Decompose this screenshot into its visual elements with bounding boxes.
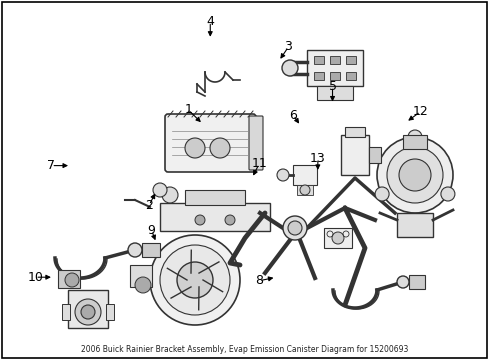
Circle shape [128,243,142,257]
Text: 6: 6 [289,109,297,122]
Bar [324,228,351,248]
Bar [346,56,355,64]
Bar [62,304,70,320]
Bar [346,72,355,80]
Circle shape [81,305,95,319]
Circle shape [396,276,408,288]
Circle shape [75,299,101,325]
Circle shape [65,273,79,287]
Text: 13: 13 [309,152,325,165]
FancyBboxPatch shape [248,116,263,170]
Text: 8: 8 [255,274,263,287]
Bar [58,270,80,288]
Circle shape [407,130,421,144]
Bar [184,190,244,205]
Text: 2006 Buick Rainier Bracket Assembly, Evap Emission Canister Diagram for 15200693: 2006 Buick Rainier Bracket Assembly, Eva… [81,346,407,355]
Text: 7: 7 [47,159,55,172]
FancyBboxPatch shape [164,114,256,172]
Circle shape [195,215,204,225]
Bar [402,135,426,149]
Circle shape [283,216,306,240]
Text: 9: 9 [147,224,155,237]
Bar [106,304,114,320]
Circle shape [209,138,229,158]
Circle shape [386,147,442,203]
Circle shape [374,187,388,201]
Circle shape [184,138,204,158]
Text: 4: 4 [206,15,214,28]
Bar [329,56,339,64]
Bar [316,86,352,100]
Circle shape [287,221,302,235]
Text: 2: 2 [145,199,153,212]
Circle shape [150,235,240,325]
Circle shape [160,245,229,315]
Bar [130,265,152,287]
Text: 5: 5 [328,80,336,93]
Bar [345,127,364,137]
Bar [368,147,380,163]
Circle shape [398,159,430,191]
Text: 3: 3 [284,40,292,53]
Circle shape [177,262,213,298]
Circle shape [440,187,454,201]
Bar [142,243,160,257]
Circle shape [224,215,235,225]
Bar [329,72,339,80]
Circle shape [276,169,288,181]
Bar [68,290,108,328]
Bar [396,213,432,237]
Bar [306,50,362,86]
Circle shape [153,183,167,197]
Bar [408,275,424,289]
Circle shape [376,137,452,213]
Text: 10: 10 [27,271,43,284]
Circle shape [135,277,151,293]
Bar [160,203,269,231]
Text: 1: 1 [184,103,192,116]
Bar [340,135,368,175]
Text: 12: 12 [412,105,427,118]
Circle shape [299,185,309,195]
Bar [313,56,324,64]
Bar [313,72,324,80]
Circle shape [282,60,297,76]
Circle shape [331,232,343,244]
Text: 11: 11 [251,157,266,170]
Bar [292,165,316,185]
Bar [296,185,312,195]
Circle shape [162,187,178,203]
